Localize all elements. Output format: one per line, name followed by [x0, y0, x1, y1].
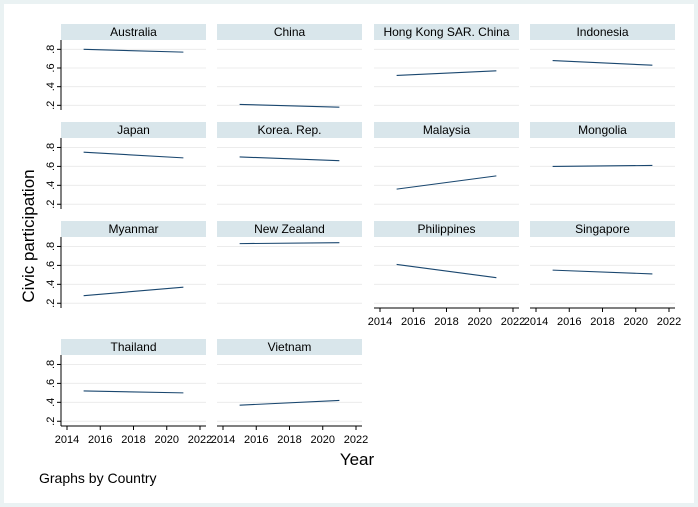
panel-header	[217, 122, 362, 138]
panel-header	[61, 122, 206, 138]
x-tick-label: 2022	[501, 316, 525, 328]
series-line	[83, 151, 184, 159]
x-tick-label: 2018	[277, 434, 301, 446]
panel-title: Malaysia	[423, 123, 471, 137]
panel-title: Mongolia	[578, 123, 627, 137]
series-line	[552, 269, 653, 275]
x-tick-label: 2018	[590, 316, 614, 328]
y-tick-label: .8	[45, 242, 57, 251]
x-tick-label: 2016	[88, 434, 112, 446]
x-tick-label: 2022	[188, 434, 212, 446]
x-tick-label: 2022	[344, 434, 368, 446]
graphs-by-note: Graphs by Country	[39, 470, 157, 486]
panel-header	[530, 24, 675, 40]
panel: New Zealand	[217, 221, 362, 304]
panel-header	[61, 221, 206, 237]
y-tick-label: .2	[45, 101, 57, 110]
panel-title: China	[274, 25, 306, 39]
panel-header	[374, 221, 519, 237]
x-tick-label: 2020	[311, 434, 335, 446]
y-tick-label: .4	[45, 398, 57, 407]
x-tick-label: 2018	[434, 316, 458, 328]
y-tick-label: .8	[45, 45, 57, 54]
series-line	[239, 399, 340, 406]
panels-layer: Australia .2 .4 .6 .8 China Hong Kong SAR. Chi…	[45, 24, 681, 446]
y-tick-label: .8	[45, 360, 57, 369]
panel: Vietnam 2014 2016 2018 2020 2022	[211, 339, 368, 446]
y-tick-label: .4	[45, 280, 57, 289]
panel-header	[374, 122, 519, 138]
panel-header	[217, 221, 362, 237]
panel: Myanmar .2 .4 .6 .8	[45, 221, 206, 308]
panel-title: New Zealand	[254, 222, 325, 236]
x-tick-label: 2020	[468, 316, 492, 328]
series-line	[239, 242, 340, 245]
panel-header	[530, 122, 675, 138]
x-tick-label: 2022	[657, 316, 681, 328]
x-tick-label: 2020	[624, 316, 648, 328]
y-tick-label: .6	[45, 261, 57, 270]
series-line	[552, 164, 653, 167]
panel: Australia .2 .4 .6 .8	[45, 24, 206, 110]
panel-header	[374, 24, 519, 40]
series-line	[239, 103, 340, 108]
y-axis-title: Civic participation	[19, 169, 38, 302]
x-tick-label: 2020	[155, 434, 179, 446]
x-tick-label: 2014	[211, 434, 235, 446]
panel-title: Thailand	[110, 340, 156, 354]
panel: Malaysia	[374, 122, 519, 205]
series-line	[83, 286, 184, 297]
series-line	[83, 390, 184, 394]
y-tick-label: .4	[45, 82, 57, 91]
y-tick-label: .4	[45, 181, 57, 190]
panel: Indonesia	[530, 24, 675, 106]
x-axis-title: Year	[340, 450, 375, 469]
panel-title: Korea. Rep.	[257, 123, 321, 137]
panel-title: Hong Kong SAR. China	[383, 25, 509, 39]
x-tick-label: 2014	[55, 434, 79, 446]
y-tick-label: .2	[45, 200, 57, 209]
panel: Korea. Rep.	[217, 122, 362, 205]
panel-header	[61, 24, 206, 40]
x-tick-label: 2016	[244, 434, 268, 446]
panel-title: Singapore	[575, 222, 630, 236]
panel: Japan .2 .4 .6 .8	[45, 122, 206, 209]
series-line	[396, 175, 497, 190]
x-tick-label: 2018	[121, 434, 145, 446]
panel-title: Vietnam	[268, 340, 312, 354]
panel-title: Australia	[110, 25, 157, 39]
panel-title: Philippines	[417, 222, 475, 236]
series-line	[396, 263, 497, 279]
y-tick-label: .6	[45, 162, 57, 171]
series-line	[396, 70, 497, 77]
panel-header	[61, 339, 206, 355]
panel-title: Indonesia	[576, 25, 628, 39]
panel: Philippines 2014 2016 2018 2020 2022	[368, 221, 525, 328]
panel-header	[217, 24, 362, 40]
y-tick-label: .2	[45, 299, 57, 308]
y-tick-label: .6	[45, 379, 57, 388]
panel: Hong Kong SAR. China	[374, 24, 519, 106]
x-tick-label: 2016	[557, 316, 581, 328]
panel-header	[217, 339, 362, 355]
panel: China	[217, 24, 362, 108]
series-line	[239, 156, 340, 162]
panel: Singapore 2014 2016 2018 2020 2022	[524, 221, 681, 328]
y-tick-label: .6	[45, 63, 57, 72]
panel-title: Myanmar	[108, 222, 158, 236]
panel: Mongolia	[530, 122, 675, 205]
panel: Thailand .2 .4 .6 .8 2014 2016 2018 2020 2022	[45, 339, 212, 446]
y-tick-label: .2	[45, 417, 57, 426]
series-line	[552, 59, 653, 66]
y-tick-label: .8	[45, 143, 57, 152]
x-tick-label: 2016	[401, 316, 425, 328]
x-tick-label: 2014	[368, 316, 392, 328]
panel-title: Japan	[117, 123, 150, 137]
x-tick-label: 2014	[524, 316, 548, 328]
series-line	[83, 48, 184, 53]
panel-header	[530, 221, 675, 237]
